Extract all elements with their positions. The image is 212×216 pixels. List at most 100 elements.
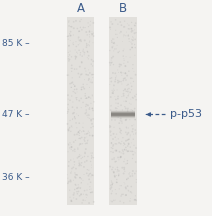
Point (126, 83, 130, 86)
Point (123, 19, 126, 23)
Point (112, 156, 116, 159)
Point (82, 129, 85, 133)
Point (73, 133, 76, 137)
Point (80, 60, 83, 64)
Point (88, 41, 91, 44)
Point (116, 97, 120, 100)
Point (75, 98, 78, 101)
Point (130, 112, 133, 115)
Point (127, 87, 131, 90)
Point (132, 138, 135, 141)
Point (123, 148, 126, 151)
Point (126, 159, 129, 162)
Point (75, 190, 79, 193)
Point (126, 110, 129, 113)
Point (131, 96, 135, 100)
Point (87, 174, 90, 177)
Point (82, 130, 86, 133)
Point (123, 168, 126, 171)
Point (124, 130, 128, 134)
Point (78, 163, 82, 166)
Point (123, 87, 127, 91)
Point (122, 92, 125, 95)
Point (73, 148, 76, 151)
Point (114, 142, 117, 146)
Point (80, 130, 83, 133)
Point (82, 165, 86, 169)
Point (127, 24, 131, 27)
Point (120, 74, 124, 77)
Point (86, 182, 89, 186)
Point (79, 38, 82, 41)
Point (85, 159, 88, 162)
Point (109, 199, 113, 203)
Point (124, 139, 128, 143)
Point (79, 154, 83, 157)
Point (67, 128, 70, 131)
Point (116, 102, 120, 105)
Point (67, 55, 70, 58)
Point (90, 58, 93, 61)
Point (83, 139, 86, 143)
Point (125, 125, 128, 129)
Point (66, 94, 70, 97)
Point (111, 189, 114, 193)
Point (77, 183, 80, 187)
Point (71, 41, 74, 45)
Point (73, 175, 77, 179)
Point (89, 20, 92, 23)
Point (115, 170, 119, 173)
Point (110, 89, 114, 92)
Point (115, 178, 119, 181)
Point (83, 67, 87, 70)
Point (128, 118, 131, 121)
Point (131, 63, 135, 66)
Point (87, 178, 91, 181)
Point (74, 183, 77, 186)
Point (133, 28, 136, 32)
Point (110, 183, 114, 186)
Point (111, 44, 115, 48)
Point (75, 126, 78, 129)
Point (90, 81, 94, 84)
Point (70, 200, 73, 203)
Point (86, 116, 90, 119)
Point (130, 27, 133, 30)
Point (81, 179, 85, 182)
Point (74, 173, 77, 176)
Point (118, 199, 122, 203)
Point (79, 137, 82, 141)
Point (91, 73, 94, 76)
Point (125, 96, 128, 99)
Point (77, 49, 81, 52)
Point (70, 67, 74, 70)
Point (91, 64, 94, 68)
Point (70, 25, 73, 29)
Point (129, 149, 132, 153)
Point (68, 126, 71, 129)
Point (72, 157, 75, 161)
Point (70, 145, 73, 149)
Point (74, 57, 77, 61)
Point (112, 143, 115, 147)
Point (111, 46, 114, 49)
Point (127, 131, 130, 135)
Point (129, 81, 132, 85)
Point (77, 36, 80, 39)
Point (124, 55, 128, 58)
Point (131, 127, 135, 131)
Point (89, 62, 93, 66)
Point (125, 118, 128, 121)
Point (78, 176, 82, 179)
Point (82, 26, 85, 29)
Point (119, 129, 122, 132)
FancyBboxPatch shape (111, 111, 135, 112)
Text: 36 K –: 36 K – (2, 173, 30, 182)
Point (70, 81, 73, 85)
Point (80, 181, 83, 185)
Point (115, 132, 118, 136)
Point (124, 186, 127, 189)
Point (131, 96, 134, 99)
Point (133, 172, 137, 175)
Point (74, 96, 78, 100)
